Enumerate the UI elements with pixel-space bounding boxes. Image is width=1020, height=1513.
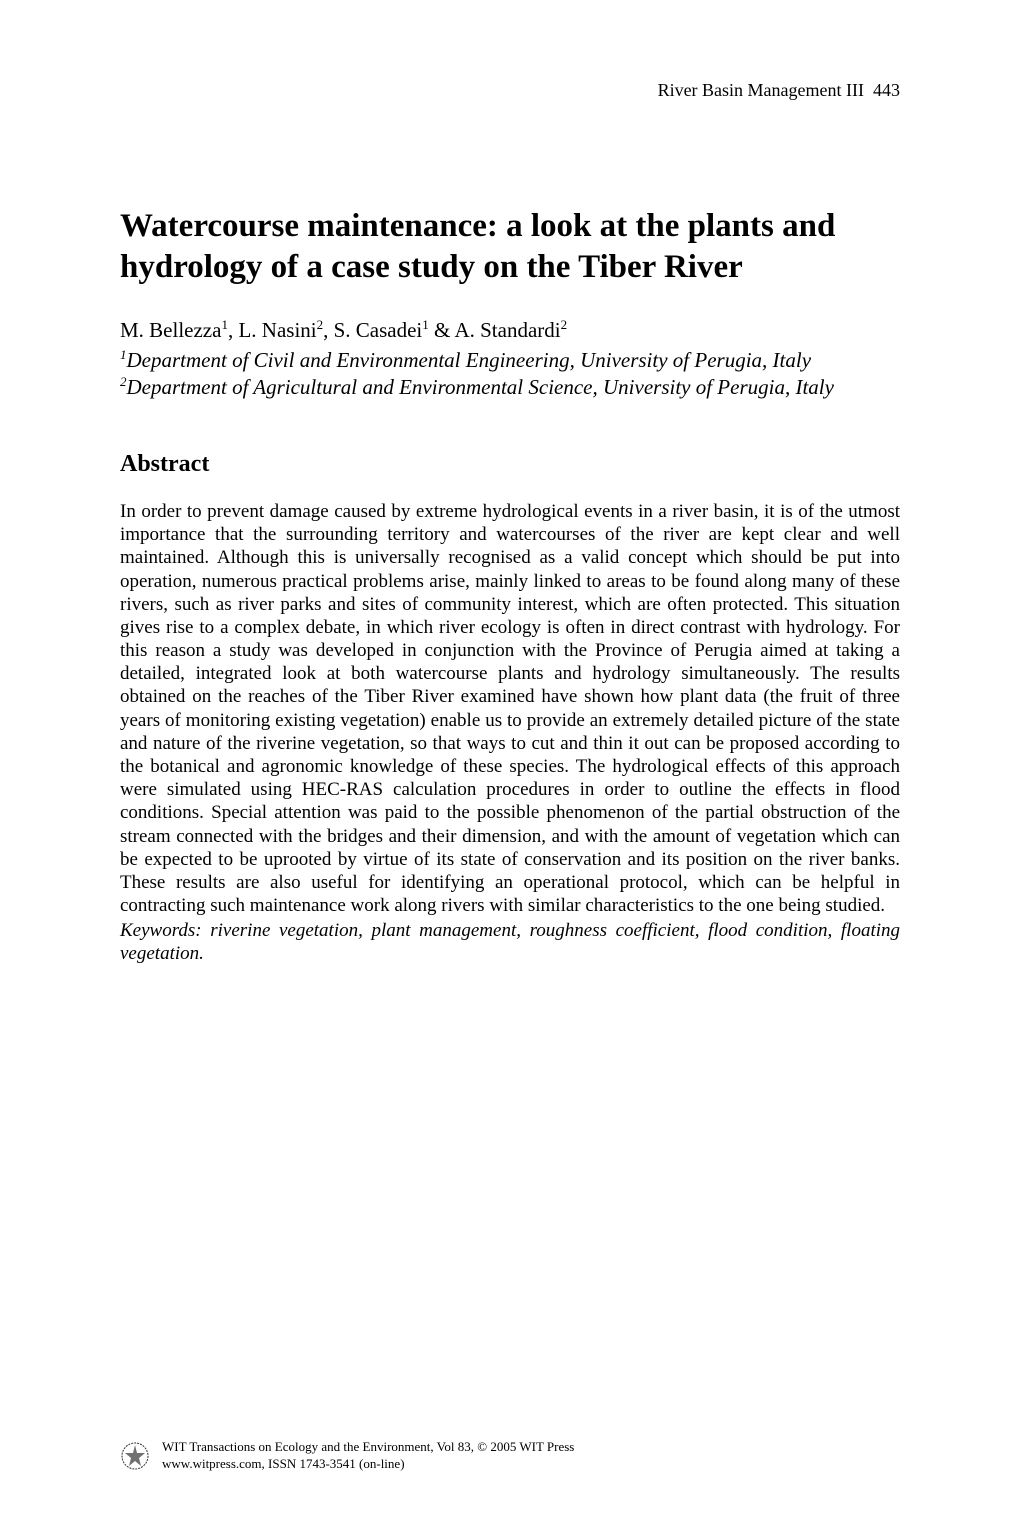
footer-line-2: www.witpress.com, ISSN 1743-3541 (on-lin… — [162, 1456, 574, 1473]
keywords: Keywords: riverine vegetation, plant man… — [120, 919, 900, 965]
author-sep-2: , — [323, 318, 334, 342]
page-number: 443 — [873, 80, 900, 100]
author-1: M. Bellezza1 — [120, 318, 228, 342]
author-4-sup: 2 — [561, 317, 568, 332]
author-4-name: A. Standardi — [454, 318, 560, 342]
affiliation-2: 2Department of Agricultural and Environm… — [120, 374, 900, 401]
abstract-body: In order to prevent damage caused by ext… — [120, 500, 900, 917]
abstract-heading: Abstract — [120, 451, 900, 478]
author-sep-1: , — [228, 318, 239, 342]
author-1-name: M. Bellezza — [120, 318, 221, 342]
author-sep-3: & — [429, 318, 455, 342]
affiliation-1-text: Department of Civil and Environmental En… — [127, 348, 812, 372]
affiliation-2-text: Department of Agricultural and Environme… — [127, 375, 834, 399]
footer-text: WIT Transactions on Ecology and the Envi… — [162, 1439, 574, 1473]
running-header: River Basin Management III 443 — [120, 80, 900, 101]
publisher-logo-icon — [120, 1441, 150, 1471]
author-3-name: S. Casadei — [334, 318, 423, 342]
footer: WIT Transactions on Ecology and the Envi… — [120, 1439, 574, 1473]
author-2-name: L. Nasini — [238, 318, 316, 342]
author-2: L. Nasini2 — [238, 318, 323, 342]
author-4: A. Standardi2 — [454, 318, 567, 342]
author-list: M. Bellezza1, L. Nasini2, S. Casadei1 & … — [120, 317, 900, 343]
footer-line-1: WIT Transactions on Ecology and the Envi… — [162, 1439, 574, 1456]
affiliation-1: 1Department of Civil and Environmental E… — [120, 347, 900, 374]
running-title: River Basin Management III — [658, 80, 864, 100]
affiliations: 1Department of Civil and Environmental E… — [120, 347, 900, 402]
author-3: S. Casadei1 — [334, 318, 429, 342]
paper-title: Watercourse maintenance: a look at the p… — [120, 206, 900, 289]
